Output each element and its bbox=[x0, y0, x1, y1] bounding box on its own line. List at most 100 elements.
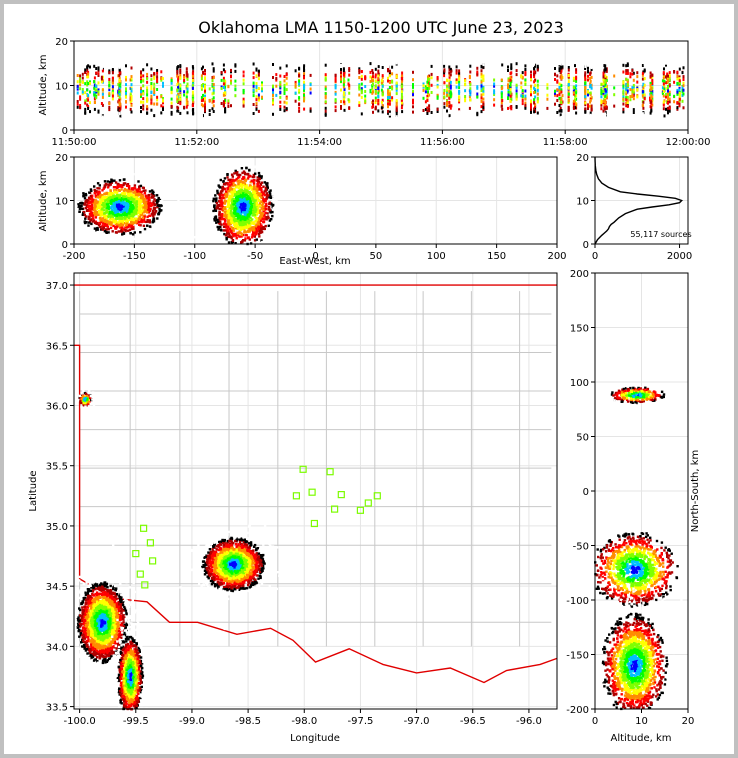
altitude-time-source bbox=[396, 99, 398, 102]
altitude-time-source bbox=[554, 78, 556, 81]
eastwest-source bbox=[105, 196, 107, 198]
altitude-time-source bbox=[204, 72, 206, 75]
altitude-time-source bbox=[177, 79, 179, 82]
x-tick-label: 150 bbox=[487, 251, 506, 262]
eastwest-source bbox=[120, 230, 122, 232]
eastwest-source bbox=[116, 194, 118, 196]
altitude-time-source bbox=[446, 94, 448, 97]
altitude-time-source bbox=[568, 80, 570, 83]
altitude-time-source bbox=[481, 65, 483, 68]
eastwest-source bbox=[103, 220, 105, 222]
eastwest-source bbox=[138, 224, 140, 226]
altitude-time-source bbox=[187, 56, 189, 59]
altitude-time-source bbox=[501, 99, 503, 102]
altitude-time-source bbox=[201, 77, 203, 80]
eastwest-source bbox=[98, 191, 100, 193]
eastwest-source bbox=[152, 215, 154, 217]
altitude-time-source bbox=[560, 77, 562, 80]
altitude-time-source bbox=[568, 66, 570, 69]
altitude-time-source bbox=[204, 85, 206, 88]
altitude-time-source bbox=[587, 93, 589, 96]
altitude-time-source bbox=[510, 106, 512, 109]
eastwest-source bbox=[81, 208, 83, 210]
altitude-time-source bbox=[256, 89, 258, 92]
eastwest-source bbox=[144, 205, 146, 207]
eastwest-source bbox=[131, 213, 133, 215]
altitude-time-source bbox=[94, 60, 96, 63]
altitude-time-source bbox=[568, 74, 570, 77]
altitude-time-source bbox=[431, 73, 433, 76]
altitude-time-source bbox=[533, 108, 535, 111]
eastwest-source bbox=[130, 203, 132, 205]
altitude-time-source bbox=[522, 102, 524, 105]
altitude-time-source bbox=[372, 100, 374, 103]
altitude-time-source bbox=[556, 99, 558, 102]
altitude-time-source bbox=[275, 94, 277, 97]
altitude-time-source bbox=[554, 103, 556, 106]
altitude-time-source bbox=[426, 107, 428, 110]
altitude-time-source bbox=[358, 76, 360, 79]
altitude-time-source bbox=[286, 88, 288, 91]
altitude-time-source bbox=[77, 106, 79, 109]
eastwest-source bbox=[106, 234, 108, 236]
eastwest-source bbox=[151, 189, 153, 191]
altitude-time-source bbox=[622, 113, 624, 116]
altitude-time-source bbox=[140, 90, 142, 93]
eastwest-source bbox=[271, 185, 273, 187]
altitude-time-source bbox=[381, 101, 383, 104]
altitude-time-source bbox=[253, 103, 255, 106]
altitude-time-source bbox=[600, 101, 602, 104]
altitude-time-source bbox=[95, 89, 97, 92]
altitude-time-source bbox=[179, 102, 181, 105]
altitude-time-source bbox=[140, 101, 142, 104]
altitude-time-source bbox=[131, 75, 133, 78]
altitude-time-source bbox=[279, 105, 281, 108]
x-tick-label: -100 bbox=[183, 251, 206, 262]
altitude-time-source bbox=[510, 63, 512, 66]
altitude-time-source bbox=[481, 62, 483, 65]
altitude-time-source bbox=[279, 81, 281, 84]
eastwest-source bbox=[218, 214, 220, 216]
eastwest-source bbox=[133, 219, 135, 221]
altitude-time-source bbox=[482, 98, 484, 101]
altitude-time-source bbox=[537, 97, 539, 100]
altitude-time-source bbox=[340, 117, 342, 120]
altitude-time-source bbox=[663, 104, 665, 107]
eastwest-source bbox=[104, 184, 106, 186]
altitude-time-source bbox=[325, 73, 327, 76]
altitude-time-source bbox=[176, 106, 178, 109]
altitude-time-source bbox=[77, 100, 79, 103]
altitude-time-source bbox=[575, 80, 577, 83]
eastwest-source bbox=[111, 192, 113, 194]
eastwest-source bbox=[111, 211, 113, 213]
altitude-time-source bbox=[510, 100, 512, 103]
eastwest-source bbox=[108, 228, 110, 230]
altitude-time-source bbox=[516, 105, 518, 108]
altitude-time-source bbox=[450, 117, 452, 120]
altitude-time-source bbox=[476, 96, 478, 99]
altitude-time-source bbox=[530, 111, 532, 114]
altitude-time-source bbox=[213, 92, 215, 95]
altitude-time-source bbox=[469, 107, 471, 110]
altitude-time-source bbox=[118, 99, 120, 102]
eastwest-source bbox=[114, 191, 116, 193]
altitude-time-source bbox=[84, 71, 86, 74]
altitude-time-source bbox=[153, 91, 155, 94]
altitude-time-source bbox=[426, 123, 428, 126]
altitude-time-source bbox=[560, 84, 562, 87]
altitude-time-source bbox=[412, 71, 414, 74]
eastwest-source bbox=[166, 197, 168, 199]
eastwest-source bbox=[87, 206, 89, 208]
eastwest-source bbox=[102, 200, 104, 202]
altitude-time-source bbox=[192, 84, 194, 87]
altitude-time-source bbox=[176, 71, 178, 74]
altitude-time-source bbox=[631, 93, 633, 96]
altitude-time-source bbox=[101, 102, 103, 105]
altitude-time-source bbox=[183, 90, 185, 93]
altitude-time-source bbox=[587, 79, 589, 82]
eastwest-source bbox=[114, 238, 116, 240]
altitude-time-source bbox=[516, 118, 518, 121]
eastwest-source bbox=[281, 191, 283, 193]
altitude-time-source bbox=[209, 99, 211, 102]
altitude-time-source bbox=[450, 70, 452, 73]
